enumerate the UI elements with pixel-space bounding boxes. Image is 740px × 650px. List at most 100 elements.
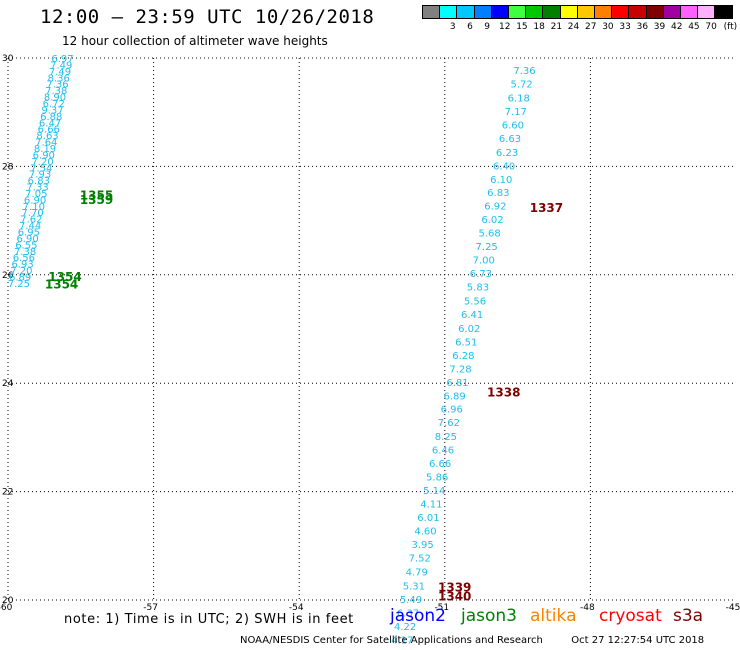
track-value-label: 7.36 [513,66,535,77]
track-value-label: 6.37 [397,608,419,619]
y-tick-label: 22 [2,488,13,498]
legend-label: 21 [550,22,563,32]
legend-label: 36 [636,22,649,32]
track-value-label: 6.66 [38,125,60,136]
color-legend: 3 6 9 12 15 18 21 24 27 30 33 36 39 42 45 70 (ft) [0,0,740,40]
legend-label: 39 [653,22,666,32]
track-value-label: 7.49 [49,67,71,78]
y-tick-label: 26 [2,271,14,281]
track-value-label: 5.83 [467,283,489,294]
track-value-label: 6.01 [417,513,439,524]
footer: NOAA/NESDIS Center for Satellite Applica… [240,635,704,646]
track-value-label: 6.81 [446,378,468,389]
pass-number-label: 1338 [487,385,520,399]
legend-label: 33 [619,22,631,32]
track-value-label: 7.49 [50,60,72,71]
track-value-label: 7.05 [25,189,47,200]
sat-jason3-label: jason3 [461,606,517,626]
track-value-label: 7.36 [46,80,68,91]
track-value-label: 6.92 [484,201,506,212]
track-value-label: 6.51 [455,337,477,348]
track-value-label: 6.89 [9,273,31,284]
track-value-label: 7.00 [473,256,495,267]
track-value-label: 7.33 [26,183,48,194]
track-value-label: 6.63 [499,134,521,145]
track-value-label: 7.28 [449,365,471,376]
y-tick-label: 24 [2,379,14,389]
legend-label: 6 [467,22,473,32]
track-value-label: 7.62 [438,418,460,429]
track-value-label: 6.83 [28,176,50,187]
x-tick-label: -60 [0,603,13,613]
legend-label: 15 [516,22,528,32]
track-value-label: 6.83 [487,188,509,199]
track-value-label: 6.66 [429,459,451,470]
track-value-label: 6.60 [502,121,524,132]
track-value-label: 6.90 [16,234,38,245]
track-value-label: 5.49 [400,595,422,606]
track-value-label: 7.38 [45,86,67,97]
track-value-label: 6.02 [458,324,480,335]
track-value-label: 6.02 [481,215,503,226]
track-value-label: 7.70 [21,208,43,219]
legend-swatch [714,5,733,19]
track-value-label: 7.17 [505,107,527,118]
track-value-label: 6.46 [432,445,454,456]
track-value-label: 7.64 [35,138,57,149]
track-value-label: 4.79 [406,567,428,578]
sat-altika-label: altika [530,606,577,626]
legend-label: 24 [567,22,580,32]
track-value-label: 4.22 [394,622,416,633]
track-value-label: 7.10 [23,202,45,213]
legend-label: 3 [449,22,456,32]
track-value-label: 6.73 [470,269,492,280]
track-value-label: 4.17 [391,636,413,647]
pass-number-label: 1339 [438,580,471,594]
pass-number-label: 1354 [48,270,81,284]
page-subtitle: 12 hour collection of altimeter wave hei… [62,34,328,48]
map-grid [7,57,736,601]
track-value-label: 7.20 [10,266,32,277]
track-value-label: 6.96 [441,405,463,416]
page-title: 12:00 – 23:59 UTC 10/26/2018 [40,6,375,28]
sat-cryosat-label: cryosat [599,606,662,626]
sat-jason2-label: jason2 [390,606,446,626]
y-tick-label: 30 [2,54,14,64]
track-value-label: 8.90 [44,93,66,104]
track-value-label: 6.93 [11,260,33,271]
track-value-label: 5.86 [426,472,448,483]
track-value-label: 5.72 [510,79,532,90]
legend-label: 9 [484,22,491,32]
track-value-label: 8.19 [34,144,56,155]
track-value-label: 6.40 [493,161,515,172]
legend-label: 18 [533,22,545,32]
track-value-label: 6.88 [40,112,62,123]
legend-label: 12 [499,22,511,32]
track-value-label: 6.90 [33,150,55,161]
track-value-label: 7.93 [29,170,51,181]
footer-timestamp: Oct 27 12:27:54 UTC 2018 [571,635,705,646]
track-value-label: 6.56 [13,253,35,264]
track-value-label: 6.41 [461,310,483,321]
track-value-label: 7.38 [14,247,36,258]
track-value-label: 7.44 [19,221,41,232]
track-value-label: 6.28 [452,351,474,362]
track-value-label: 6.89 [444,392,466,403]
track-value-label: 9.37 [41,105,63,116]
sat-s3a-label: s3a [673,606,704,626]
note-text: note: 1) Time is in UTC; 2) SWH is in fe… [64,612,354,627]
legend-label: 30 [602,22,614,32]
track-value-label: 8.63 [36,131,58,142]
track-value-label: 7.25 [476,242,498,253]
pass-number-label: 1337 [530,201,563,215]
x-tick-label: -45 [726,603,740,613]
track-value-label: 6.10 [490,175,512,186]
track-value-label: 6.95 [18,228,40,239]
legend-label: 27 [585,22,597,32]
track-value-label: 5.68 [478,229,500,240]
pass-number-label: 1355 [80,189,113,203]
track-value-label: 6.97 [51,54,73,65]
track-value-label: 6.90 [24,195,46,206]
